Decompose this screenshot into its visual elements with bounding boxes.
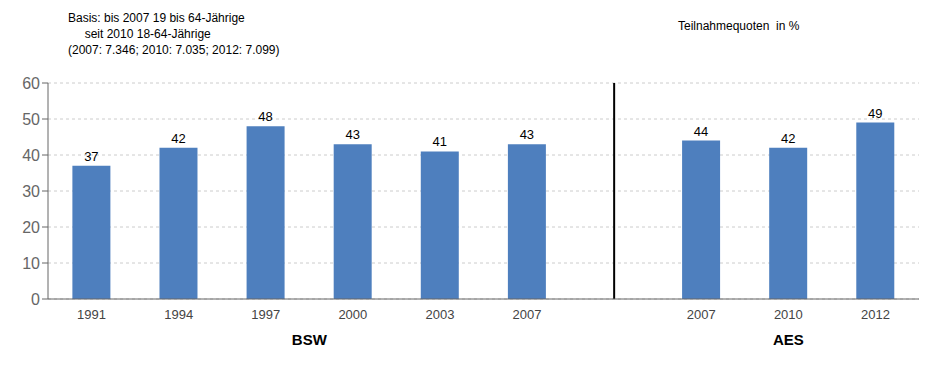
svg-text:48: 48: [258, 109, 272, 124]
svg-text:40: 40: [22, 147, 40, 164]
html-text:(2007: 7.346; 2010: 7.035; 201: (2007: 7.346; 2010: 7.035; 2012: 7.099): [68, 43, 280, 57]
html-text:seit 2010 18-64-Jährige: seit 2010 18-64-Jährige: [68, 27, 211, 41]
svg-text:2007: 2007: [687, 307, 716, 322]
svg-text:37: 37: [84, 149, 98, 164]
svg-text:2012: 2012: [861, 307, 890, 322]
svg-text:44: 44: [694, 124, 708, 139]
svg-text:2010: 2010: [774, 307, 803, 322]
html-text:Teilnahmequoten in %: Teilnahmequoten in %: [678, 19, 800, 33]
svg-text:41: 41: [433, 134, 447, 149]
svg-text:43: 43: [520, 127, 534, 142]
svg-text:BSW: BSW: [292, 331, 328, 348]
svg-text:42: 42: [171, 131, 185, 146]
svg-text:60: 60: [22, 75, 40, 92]
svg-text:1991: 1991: [77, 307, 106, 322]
svg-text:42: 42: [781, 131, 795, 146]
svg-text:2000: 2000: [338, 307, 367, 322]
svg-text:AES: AES: [773, 331, 804, 348]
html-text:Basis: bis 2007 19 bis 64-Jähr: Basis: bis 2007 19 bis 64-Jährige: [68, 11, 245, 25]
svg-text:1994: 1994: [164, 307, 193, 322]
svg-text:43: 43: [345, 127, 359, 142]
svg-text:50: 50: [22, 111, 40, 128]
svg-text:2007: 2007: [513, 307, 542, 322]
svg-text:30: 30: [22, 183, 40, 200]
svg-text:20: 20: [22, 219, 40, 236]
svg-text:2003: 2003: [425, 307, 454, 322]
svg-text:0: 0: [31, 291, 40, 308]
svg-text:10: 10: [22, 255, 40, 272]
svg-text:49: 49: [868, 106, 882, 121]
svg-text:1997: 1997: [251, 307, 280, 322]
